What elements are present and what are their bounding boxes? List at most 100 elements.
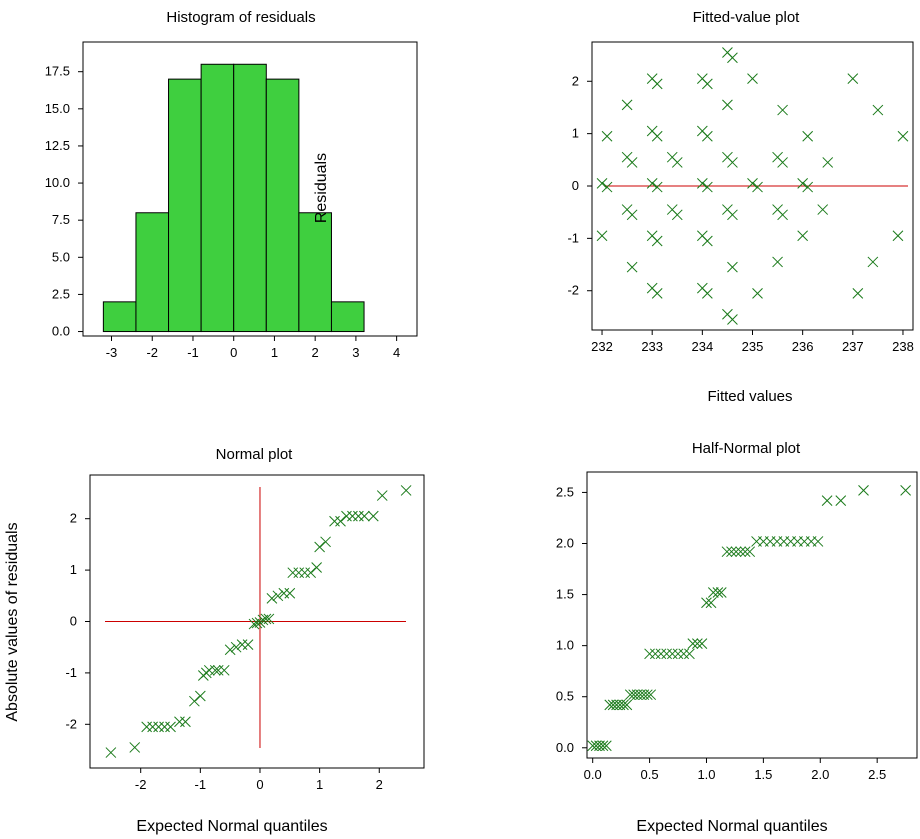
half-normal-point xyxy=(705,597,717,609)
y-tick-label: 0 xyxy=(572,178,579,193)
half-normal-point-stroke-b xyxy=(655,648,667,660)
y-tick-label: 10.0 xyxy=(45,175,70,190)
half-normal-point xyxy=(858,485,869,496)
normal-point xyxy=(189,695,200,707)
fitted-point-stroke-b xyxy=(696,230,708,242)
fitted-point-stroke-b xyxy=(802,181,814,193)
x-tick-label: 234 xyxy=(691,339,713,354)
half-normal-point-stroke-b xyxy=(644,648,655,660)
normal-point xyxy=(263,613,275,625)
fitted-point-stroke-b xyxy=(626,261,638,273)
fitted-point-stroke-b xyxy=(852,287,864,299)
fitted-point xyxy=(696,178,708,189)
fitted-point-stroke-b xyxy=(666,151,678,163)
fitted-point-stroke-b xyxy=(722,99,733,111)
x-tick-label: -2 xyxy=(146,345,158,360)
half-normal-point-stroke-b xyxy=(696,638,708,649)
fitted-point-stroke-b xyxy=(847,73,859,85)
y-tick-label: 15.0 xyxy=(45,101,70,116)
fitted-point-stroke-b xyxy=(671,157,683,168)
fitted-point xyxy=(777,104,788,116)
half-normal-point xyxy=(661,648,673,660)
normal-point xyxy=(353,510,364,522)
x-tick-label: 238 xyxy=(892,339,914,354)
normal-point-stroke-b xyxy=(194,690,206,702)
fitted-point-stroke-b xyxy=(747,178,758,189)
half-normal-point-stroke-b xyxy=(701,597,712,609)
fitted-point-stroke-b xyxy=(626,209,638,221)
fitted-point-stroke-b xyxy=(696,125,708,137)
fitted-point xyxy=(702,130,713,142)
normal-point-stroke-b xyxy=(367,510,379,522)
normal-point-stroke-b xyxy=(335,515,346,527)
fitted-point-stroke-b xyxy=(646,125,658,137)
normal-point xyxy=(329,515,340,527)
x-tick-label: 2 xyxy=(312,345,319,360)
fitted-point xyxy=(892,230,904,242)
fitted-point-stroke-b xyxy=(621,99,633,111)
normal-point-stroke-b xyxy=(272,590,284,602)
fitted-point xyxy=(727,209,738,221)
y-tick-label: 1 xyxy=(572,126,579,141)
normal-plot-x-label: Expected Normal quantiles xyxy=(136,818,327,835)
half-normal-point xyxy=(721,546,733,558)
fitted-point xyxy=(727,157,738,168)
half-normal-point-stroke-b xyxy=(678,648,690,660)
fitted-point xyxy=(777,157,788,168)
normal-point-stroke-b xyxy=(400,485,412,496)
half-normal-point-stroke-b xyxy=(707,587,719,598)
fitted-point-stroke-b xyxy=(646,178,658,189)
x-tick-label: 4 xyxy=(393,345,400,360)
half-normal-point-stroke-b xyxy=(687,638,699,649)
normal-point-stroke-b xyxy=(359,510,370,522)
half-normal-point-stroke-b xyxy=(621,699,633,711)
fitted-point-stroke-b xyxy=(897,130,909,142)
histogram-overlay-label: Residuals xyxy=(313,153,330,223)
normal-point xyxy=(284,587,296,599)
fitted-value-points xyxy=(596,47,909,325)
y-tick-label: 0 xyxy=(70,614,77,629)
normal-point xyxy=(230,641,242,653)
normal-point-stroke-b xyxy=(129,742,141,753)
fitted-point-stroke-b xyxy=(696,282,708,294)
normal-point xyxy=(272,590,284,602)
histogram-panel: Histogram of residuals 0.0 2.5 5.0 7.5 10.0 1… xyxy=(45,9,418,360)
fitted-point-stroke-b xyxy=(596,178,608,189)
half-normal-plot-points xyxy=(587,485,911,752)
fitted-point xyxy=(752,287,763,299)
normal-point-stroke-b xyxy=(165,721,176,733)
fitted-point xyxy=(601,130,613,142)
normal-point xyxy=(299,567,311,579)
y-tick-label: -1 xyxy=(567,230,579,245)
normal-point xyxy=(260,613,272,625)
fitted-point-stroke-b xyxy=(727,209,738,221)
y-tick-label: -2 xyxy=(567,283,579,298)
histogram-bar xyxy=(135,212,170,333)
half-normal-plot-title: Half-Normal plot xyxy=(692,440,801,457)
fitted-point-stroke-b xyxy=(797,230,809,242)
fitted-point-stroke-b xyxy=(626,157,638,168)
fitted-point-stroke-b xyxy=(651,181,663,193)
half-normal-plot-y-ticks: 0.0 0.5 1.0 1.5 2.0 2.5 xyxy=(556,484,587,755)
half-normal-point xyxy=(597,740,609,752)
half-normal-point xyxy=(715,587,727,598)
x-tick-label: 235 xyxy=(742,339,764,354)
half-normal-point-stroke-b xyxy=(735,546,746,558)
half-normal-point-stroke-b xyxy=(661,648,673,660)
fitted-point-stroke-b xyxy=(777,157,788,168)
normal-point-stroke-b xyxy=(242,639,254,650)
half-normal-point xyxy=(696,638,708,649)
histogram-bars xyxy=(102,63,365,333)
half-normal-point xyxy=(739,546,751,558)
normal-point xyxy=(400,485,412,496)
normal-point xyxy=(180,716,191,728)
half-normal-point xyxy=(900,485,911,496)
fitted-point-stroke-b xyxy=(651,287,663,299)
normal-plot-y-ticks: -2 -1 0 1 2 xyxy=(65,511,90,731)
fitted-point xyxy=(772,256,783,268)
normal-point xyxy=(251,617,263,629)
histogram-frame xyxy=(82,41,418,337)
normal-point xyxy=(314,541,325,553)
y-tick-label: 2.5 xyxy=(556,484,574,499)
normal-plot-title: Normal plot xyxy=(216,446,294,463)
